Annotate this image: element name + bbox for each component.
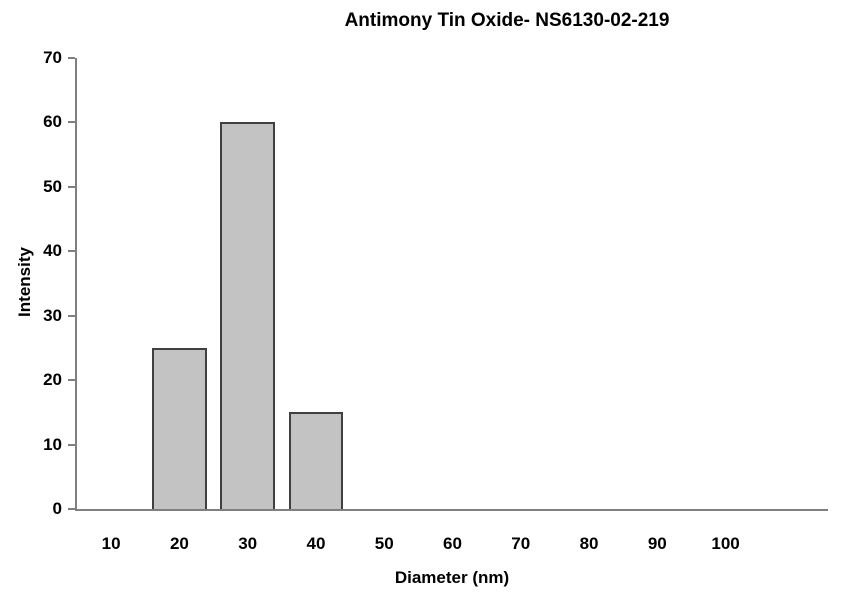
x-axis-title: Diameter (nm) (394, 568, 510, 587)
x-axis-tick-label: 100 (711, 534, 740, 553)
y-axis-tick (68, 121, 75, 124)
y-axis-tick (68, 314, 75, 317)
y-axis-tick (68, 57, 75, 59)
y-axis-tick (68, 508, 75, 510)
bar-20 (152, 347, 207, 509)
x-axis-tick-label: 10 (101, 534, 121, 553)
y-axis-tick-label: 20 (43, 370, 62, 390)
x-axis-tick-label: 30 (238, 534, 258, 553)
plot-area: 0 10 20 30 40 50 60 70 10 20 30 40 50 60 70 80 90 100 (43, 48, 828, 553)
x-axis-tick-label: 50 (374, 534, 394, 553)
y-axis-tick (68, 250, 75, 253)
x-axis-tick-label: 90 (647, 534, 667, 553)
bar-30 (220, 122, 275, 509)
y-axis-tick-label: 0 (52, 499, 62, 518)
y-axis-tick-label: 10 (43, 434, 62, 454)
y-axis-tick-label: 30 (43, 305, 62, 325)
x-axis-tick-label: 80 (579, 534, 599, 553)
y-axis-tick (68, 443, 75, 446)
y-axis-tick-label: 50 (43, 176, 62, 196)
y-axis-tick-label: 60 (43, 112, 62, 132)
y-axis-tick-label: 70 (43, 48, 62, 67)
x-axis-tick-label: 70 (511, 534, 531, 553)
x-axis-tick-label: 60 (443, 534, 462, 553)
y-axis-tick-label: 40 (43, 241, 62, 261)
x-axis-tick-label: 20 (169, 534, 189, 553)
x-axis-tick-label: 40 (306, 534, 326, 553)
y-axis-tick (68, 185, 75, 188)
bar-40 (288, 412, 344, 509)
chart-title: Antimony Tin Oxide- NS6130-02-219 (344, 10, 670, 31)
y-axis-tick (68, 379, 75, 382)
